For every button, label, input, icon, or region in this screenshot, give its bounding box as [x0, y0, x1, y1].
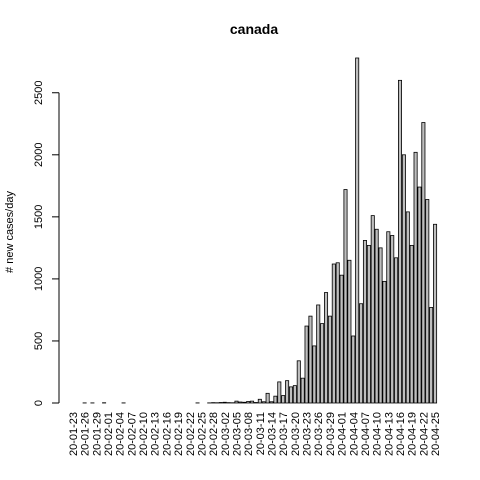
bar-20-03-23: [304, 325, 309, 404]
x-tick-label: 20-02-22: [185, 412, 197, 456]
bar-20-03-02: [222, 401, 227, 404]
y-tick-label: 500: [33, 332, 45, 350]
chart-title: canada: [230, 21, 278, 37]
bar-20-03-15: [273, 395, 278, 404]
x-tick-label: 20-02-04: [115, 412, 127, 456]
bar-20-04-23: [425, 199, 430, 404]
x-axis: 20-01-23 20-01-26 20-01-29 20-02-01 20-02-04…: [68, 412, 442, 456]
bar-20-03-13: [265, 392, 270, 404]
x-tick-label: 20-03-23: [302, 412, 314, 456]
x-tick-label: 20-04-07: [360, 412, 372, 456]
x-tick-label: 20-02-19: [173, 412, 185, 456]
bar-20-04-19: [409, 244, 414, 404]
bar-20-03-26: [316, 304, 321, 404]
x-tick-label: 20-02-16: [161, 412, 173, 456]
bar-20-04-13: [386, 231, 391, 404]
x-tick-label: 20-04-13: [383, 412, 395, 456]
bar-20-04-01: [339, 274, 344, 404]
y-tick-label: 0: [33, 400, 45, 406]
bar-20-03-07: [242, 401, 247, 404]
bar-20-04-11: [378, 247, 383, 404]
x-tick-label: 20-01-23: [68, 412, 80, 456]
x-tick-label: 20-04-22: [418, 412, 430, 456]
bar-20-04-18: [405, 211, 410, 404]
bar-20-04-03: [347, 259, 352, 404]
bar-20-03-28: [324, 292, 329, 404]
x-tick-label: 20-03-08: [243, 412, 255, 456]
bar-20-04-22: [421, 122, 426, 404]
bar-20-04-20: [413, 151, 418, 404]
bar-20-04-07: [362, 240, 367, 404]
x-tick-label: 20-04-01: [337, 412, 349, 456]
bar-20-03-01: [218, 402, 223, 404]
x-tick-label: 20-02-10: [138, 412, 150, 456]
bar-20-04-17: [401, 154, 406, 404]
bar-20-04-08: [366, 244, 371, 404]
y-tick-label: 1500: [33, 205, 45, 229]
x-tick-label: 20-01-26: [80, 412, 92, 456]
y-tick-label: 2000: [33, 143, 45, 167]
x-tick-label: 20-02-07: [126, 412, 138, 456]
x-tick-label: 20-04-16: [395, 412, 407, 456]
y-tick-label: 2500: [33, 81, 45, 105]
bar-20-03-08: [246, 401, 251, 404]
x-tick-label: 20-03-29: [325, 412, 337, 456]
bar-20-03-24: [308, 315, 313, 404]
y-axis-label: # new cases/day: [4, 191, 16, 273]
y-tick-label: 1000: [33, 267, 45, 291]
x-tick-label: 20-03-02: [220, 412, 232, 456]
bar-20-04-09: [370, 215, 375, 404]
bar-20-03-20: [292, 385, 297, 404]
bar-20-03-06: [238, 401, 243, 404]
bar-20-04-10: [374, 228, 379, 404]
bar-20-03-17: [281, 395, 286, 404]
bar-20-03-30: [331, 263, 336, 404]
bar-20-04-24: [429, 307, 434, 404]
bar-20-03-22: [300, 377, 305, 404]
bar-20-04-25: [433, 223, 438, 404]
x-tick-label: 20-01-29: [91, 412, 103, 456]
bar-20-03-09: [250, 400, 255, 404]
bar-20-04-02: [343, 189, 348, 404]
bar-20-03-14: [269, 401, 274, 404]
bar-20-03-12: [261, 401, 266, 404]
bar-20-04-15: [394, 257, 399, 404]
bar-20-03-27: [320, 323, 325, 404]
bar-20-03-29: [327, 315, 332, 404]
bar-20-04-06: [359, 303, 364, 404]
x-tick-label: 20-02-13: [150, 412, 162, 456]
bar-20-03-31: [335, 262, 340, 404]
x-tick-label: 20-03-14: [267, 412, 279, 456]
x-tick-label: 20-04-04: [348, 412, 360, 456]
x-tick-label: 20-03-26: [313, 412, 325, 456]
bar-20-03-16: [277, 381, 282, 404]
bar-20-03-11: [257, 398, 262, 404]
bar-20-04-04: [351, 335, 356, 404]
bar-20-04-16: [398, 79, 403, 404]
bars-group: [82, 57, 438, 404]
x-tick-label: 20-04-10: [372, 412, 384, 456]
bar-20-03-25: [312, 345, 317, 404]
bar-20-04-05: [355, 57, 360, 404]
x-tick-label: 20-03-20: [290, 412, 302, 456]
x-tick-label: 20-03-11: [255, 412, 267, 455]
bar-20-04-21: [417, 186, 422, 404]
x-tick-label: 20-04-25: [430, 412, 442, 456]
bar-20-03-21: [296, 360, 301, 404]
bar-20-04-12: [382, 280, 387, 404]
x-tick-label: 20-02-28: [208, 412, 220, 456]
bar-20-03-05: [234, 400, 239, 404]
bar-20-03-10: [253, 402, 258, 404]
x-tick-label: 20-02-01: [103, 412, 115, 456]
x-tick-label: 20-04-19: [407, 412, 419, 456]
x-tick-label: 20-03-05: [231, 412, 243, 456]
bar-20-03-18: [285, 380, 290, 404]
bar-20-03-19: [288, 386, 293, 404]
bar-20-04-14: [390, 235, 395, 404]
y-axis: 0 500 1000 1500 2000 2500: [33, 81, 60, 406]
x-tick-label: 20-03-17: [278, 412, 290, 456]
x-tick-label: 20-02-25: [196, 412, 208, 456]
